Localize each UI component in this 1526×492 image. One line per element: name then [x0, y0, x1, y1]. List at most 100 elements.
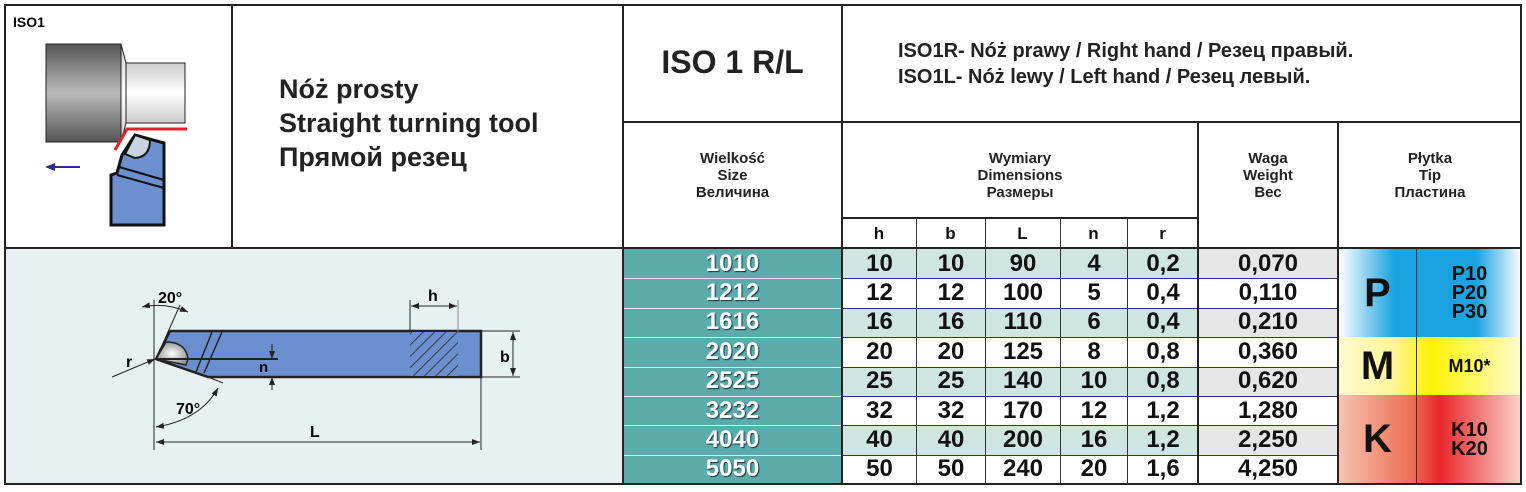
dim-cell-r: 0,2 — [1128, 249, 1198, 279]
size-header-pl: Wielkość — [700, 150, 765, 167]
size-header-ru: Величина — [695, 184, 770, 201]
row-divider — [842, 366, 1338, 368]
size-cell: 1212 — [624, 278, 841, 308]
col-divider — [916, 218, 917, 484]
grade-group-k: K — [1363, 417, 1392, 461]
dim-cell-h: 50 — [866, 455, 893, 483]
dim-label-b: b — [500, 349, 510, 366]
angle-top-label: 20° — [158, 290, 182, 307]
weight-header: Waga Weight Вес — [1198, 150, 1338, 201]
dim-cell-n: 4 — [1061, 249, 1127, 279]
tip-header-en: Tip — [1418, 167, 1442, 184]
dim-cell-b: 16 — [917, 307, 985, 338]
row-divider — [624, 366, 841, 368]
row-divider — [624, 425, 841, 427]
dim-cell-h: 16 — [843, 307, 916, 338]
dim-cell-L: 125 — [1002, 337, 1044, 365]
turning-operation-icon — [45, 43, 187, 227]
dim-label-r: r — [126, 354, 132, 371]
grade-list-p: P10 P20 P30 — [1417, 249, 1522, 337]
grade-group-m: M — [1360, 343, 1395, 388]
row-divider — [624, 396, 841, 397]
weight-cell: 0,110 — [1238, 279, 1298, 307]
tip-header-ru: Пластина — [1394, 184, 1466, 201]
dim-cell-L: 240 — [1002, 455, 1044, 483]
table-frame — [4, 4, 1522, 485]
dim-label-L: L — [310, 424, 320, 441]
dim-cell-n: 5 — [1087, 279, 1101, 307]
dim-label-h: h — [428, 288, 438, 305]
row-divider — [842, 454, 1338, 456]
divider — [4, 247, 1522, 249]
col-divider — [985, 218, 986, 484]
row-divider — [842, 278, 1338, 280]
grade-p30: P30 — [1451, 300, 1488, 323]
dim-cell-h: 20 — [866, 337, 893, 365]
dim-cell-b: 10 — [917, 249, 985, 279]
grade-list-k: K10 K20 — [1417, 395, 1522, 484]
size-cell: 5050 — [624, 454, 841, 485]
dim-cell-b: 20 — [937, 337, 965, 365]
dim-cell-L: 140 — [986, 366, 1060, 396]
divider — [1337, 122, 1339, 485]
weight-header-ru: Вес — [1254, 184, 1282, 201]
dim-cell-h: 25 — [843, 366, 916, 396]
grade-list-m: M10* — [1417, 337, 1522, 395]
dim-cell-b: 12 — [937, 279, 965, 307]
description: ISO1R- Nóż prawy / Right hand / Резец пр… — [898, 38, 1353, 90]
dim-cell-h: 12 — [866, 279, 893, 307]
grade-m — [1339, 337, 1522, 395]
grade-p — [1339, 249, 1522, 337]
grade-k10: K10 — [1451, 418, 1488, 441]
row-divider — [624, 337, 841, 339]
row-divider — [624, 454, 841, 456]
dim-cell-n: 8 — [1087, 337, 1101, 365]
grade-k20: K20 — [1451, 437, 1488, 460]
dim-cell-L: 200 — [986, 425, 1060, 455]
code-label: ISO1 — [13, 14, 45, 30]
size-cell: 1010 — [624, 249, 841, 279]
grade-p20: P20 — [1451, 281, 1488, 304]
dim-cell-r: 0,8 — [1146, 337, 1180, 365]
row-divider — [842, 425, 1338, 427]
angle-bottom-label: 70° — [176, 401, 200, 418]
dim-cell-r: 1,6 — [1146, 455, 1180, 483]
dim-col-r: r — [1159, 223, 1166, 243]
weight-cell: 0,210 — [1199, 307, 1337, 338]
col-divider — [1127, 218, 1128, 484]
dim-header-ru: Размеры — [986, 184, 1054, 201]
weight-cell: 2,250 — [1199, 425, 1337, 455]
title-ru: Прямой резец — [279, 142, 467, 172]
size-cell: 2525 — [624, 366, 841, 396]
description-left: ISO1L- Nóż lewy / Left hand / Резец левы… — [898, 66, 1311, 88]
dim-col-L: L — [1017, 223, 1028, 243]
grade-k — [1339, 395, 1522, 484]
divider — [231, 4, 233, 249]
dim-label-n: n — [259, 359, 268, 376]
dim-cell-n: 6 — [1061, 307, 1127, 338]
tip-header: Płytka Tip Пластина — [1338, 150, 1522, 201]
dim-cell-b: 50 — [937, 455, 965, 483]
grade-group-p: P — [1364, 270, 1391, 315]
dim-header-pl: Wymiary — [988, 150, 1052, 167]
weight-cell: 0,620 — [1199, 366, 1337, 396]
weight-header-en: Weight — [1243, 167, 1293, 184]
size-cell: 2020 — [624, 337, 841, 367]
dim-col-h: h — [873, 223, 885, 243]
dim-cell-b: 25 — [917, 366, 985, 396]
size-header: Wielkość Size Величина — [623, 150, 842, 201]
dim-cell-r: 0,8 — [1128, 366, 1198, 396]
grade-p10: P10 — [1451, 262, 1488, 285]
product-title: Nóż prosty Straight turning tool Прямой … — [279, 72, 538, 174]
dimensions-header: Wymiary Dimensions Размеры — [842, 150, 1198, 201]
row-divider — [842, 396, 1338, 397]
dim-cell-L: 110 — [986, 307, 1060, 338]
description-right: ISO1R- Nóż prawy / Right hand / Резец пр… — [898, 40, 1354, 62]
size-header-en: Size — [717, 167, 748, 184]
dim-cell-r: 1,2 — [1128, 425, 1198, 455]
dim-cell-L: 100 — [1002, 279, 1044, 307]
tip-header-pl: Płytka — [1407, 150, 1453, 167]
dim-cell-r: 0,4 — [1128, 307, 1198, 338]
dim-cell-L: 90 — [986, 249, 1060, 279]
size-cell: 1616 — [624, 307, 841, 338]
